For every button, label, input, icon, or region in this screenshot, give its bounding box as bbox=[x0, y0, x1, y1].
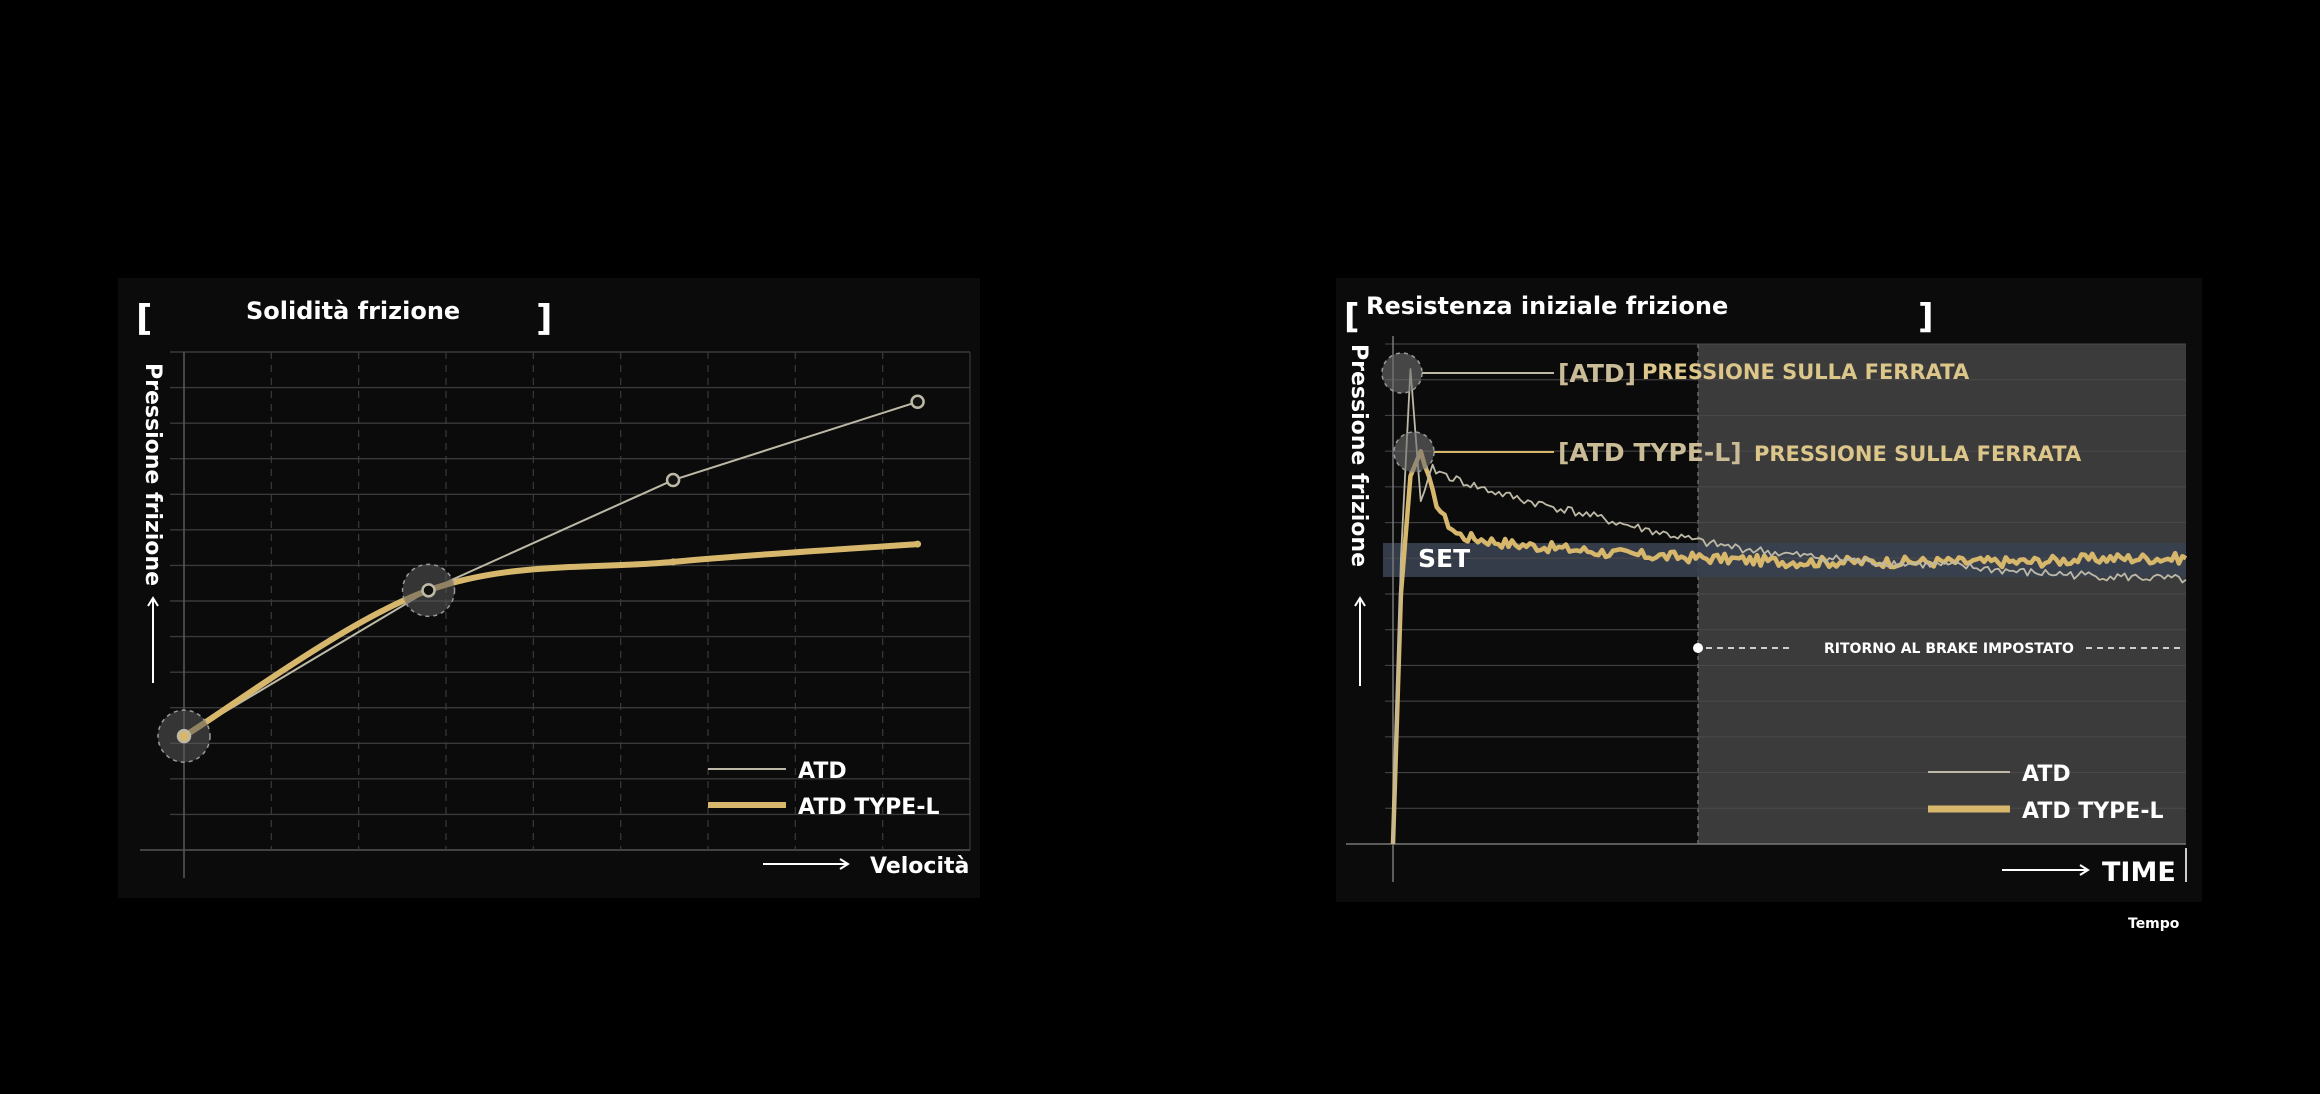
series-line-atd bbox=[1392, 368, 2187, 845]
atd-type-l-peak-tag: [ATD TYPE-L] bbox=[1558, 438, 1742, 467]
x-axis-arrow-head bbox=[2079, 864, 2090, 876]
series-line-atd-type-l bbox=[1390, 448, 2188, 845]
chart-right-svg: [ ] Resistenza iniziale frizione Pressio… bbox=[1344, 292, 2188, 888]
title-bracket-open: [ bbox=[1344, 297, 1360, 337]
atd-peak-tag: [ATD] bbox=[1558, 359, 1636, 388]
atd-type-l-peak-label: PRESSIONE SULLA FERRATA bbox=[1754, 442, 2082, 466]
legend-label-atd: ATD bbox=[798, 759, 847, 784]
series-line-atd-type-l bbox=[181, 541, 921, 740]
series-group bbox=[1390, 368, 2188, 845]
grid bbox=[140, 351, 971, 878]
point-atd bbox=[665, 472, 681, 488]
footer-tempo: Tempo bbox=[2128, 916, 2180, 932]
y-axis-label: Pressione frizione bbox=[140, 363, 165, 683]
y-axis-title: Pressione frizione bbox=[140, 363, 165, 586]
x-axis-title: Velocità bbox=[870, 854, 969, 879]
title-bracket-close: ] bbox=[1918, 297, 1934, 337]
legend-label-atd-type-l: ATD TYPE-L bbox=[2022, 799, 2164, 824]
atd-type-l-peak-marker bbox=[1393, 431, 1435, 473]
point-atd bbox=[176, 728, 192, 744]
x-axis-title: TIME bbox=[2102, 857, 2176, 888]
title-bracket-open: [ bbox=[136, 298, 152, 339]
chart-title: Resistenza iniziale frizione bbox=[1366, 292, 1728, 320]
annotations: [ATD] PRESSIONE SULLA FERRATA [ATD TYPE-… bbox=[1381, 352, 2184, 657]
set-band-label: SET bbox=[1418, 544, 1470, 573]
x-axis-label: Velocità bbox=[763, 854, 969, 879]
chart-resistenza-iniziale-frizione: [ ] Resistenza iniziale frizione Pressio… bbox=[1336, 278, 2202, 902]
y-axis-arrow-head bbox=[147, 596, 159, 607]
point-atd-type-l bbox=[669, 558, 677, 566]
return-label: RITORNO AL BRAKE IMPOSTATO bbox=[1824, 641, 2074, 657]
series-line-atd bbox=[183, 400, 918, 738]
y-axis-arrow-head bbox=[1354, 596, 1366, 607]
legend-label-atd: ATD bbox=[2022, 762, 2071, 787]
chart-title: Solidità frizione bbox=[246, 297, 460, 325]
point-atd-type-l bbox=[914, 540, 922, 548]
x-axis-label: TIME bbox=[2002, 857, 2176, 888]
chart-left-svg: [ ] Solidità frizione Pressione frizione… bbox=[136, 297, 971, 879]
title-bracket-close: ] bbox=[536, 298, 552, 339]
legend: ATD ATD TYPE-L bbox=[708, 759, 940, 820]
legend: ATD ATD TYPE-L bbox=[1928, 762, 2164, 824]
atd-peak-label: PRESSIONE SULLA FERRATA bbox=[1642, 360, 1970, 384]
y-axis-label: Pressione frizione bbox=[1346, 344, 1371, 686]
return-marker bbox=[1693, 643, 1703, 653]
x-axis-arrow-head bbox=[839, 858, 850, 870]
y-axis-title: Pressione frizione bbox=[1346, 344, 1371, 567]
chart-solidita-frizione: [ ] Solidità frizione Pressione frizione… bbox=[118, 278, 980, 898]
point-atd bbox=[421, 583, 436, 598]
atd-peak-marker bbox=[1381, 352, 1423, 394]
point-atd bbox=[910, 394, 925, 410]
series-group bbox=[157, 394, 925, 763]
legend-label-atd-type-l: ATD TYPE-L bbox=[798, 795, 940, 820]
